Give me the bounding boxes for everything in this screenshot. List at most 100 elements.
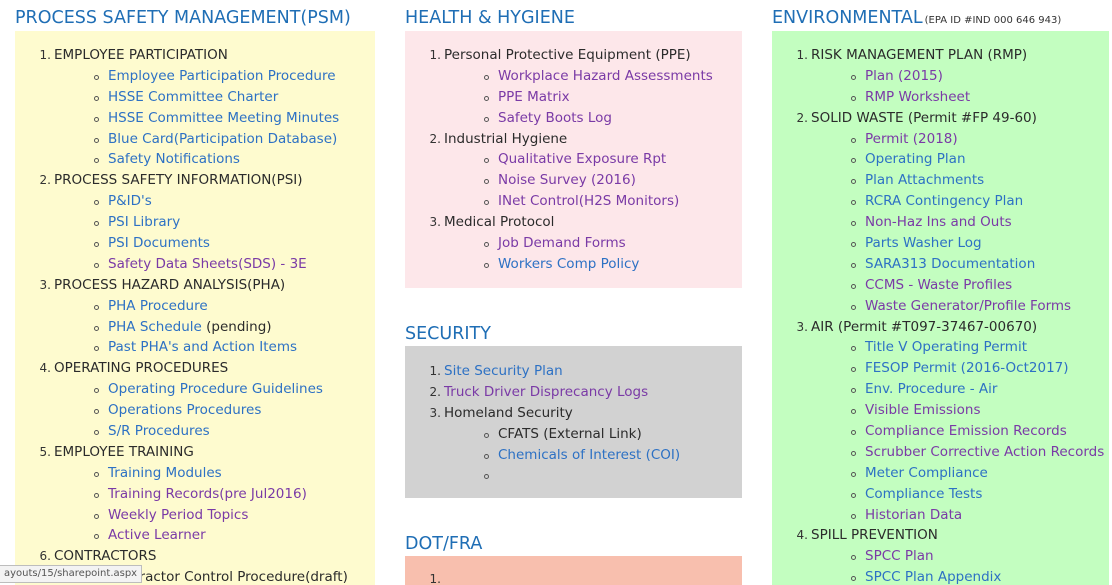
document-link[interactable]: PHA Schedule: [108, 318, 202, 335]
psm-item: 4. OPERATING PROCEDURES Operating Procedur…: [37, 358, 323, 442]
item-heading: Homeland Security: [444, 404, 573, 421]
psm-item: 1. EMPLOYEE PARTICIPATION Employee Partici…: [37, 45, 340, 170]
document-link[interactable]: SPCC Plan Appendix: [865, 569, 1002, 585]
sub-item-text: CFATS (External Link): [498, 424, 642, 445]
environmental-panel: 1. RISK MANAGEMENT PLAN (RMP) Plan (2015) R…: [772, 31, 1109, 585]
sub-item-text: Safety Notifications: [108, 149, 240, 170]
document-link[interactable]: Blue Card(Participation Database): [108, 130, 338, 147]
document-link[interactable]: Title V Operating Permit: [865, 339, 1028, 356]
document-link[interactable]: Operating Procedure Guidelines: [108, 381, 323, 398]
document-link[interactable]: Chemicals of Interest (COI): [498, 446, 681, 463]
document-link[interactable]: Safety Boots Log: [498, 109, 612, 126]
bullet-icon: [851, 262, 856, 268]
item-heading: EMPLOYEE TRAINING: [54, 443, 194, 460]
health-item-row: 2. Industrial Hygiene: [427, 129, 568, 150]
bullet-icon: [851, 200, 856, 206]
document-link[interactable]: P&ID's: [108, 193, 152, 210]
sub-item-text: Operating Procedure Guidelines: [108, 379, 323, 400]
item-number: 5.: [39, 444, 51, 459]
document-link[interactable]: CCMS - Waste Profiles: [865, 276, 1013, 293]
health-panel: 1. Personal Protective Equipment (PPE) Wor…: [405, 31, 742, 288]
security-list: 1. Site Security Plan 2. Truck Driver Dispr…: [427, 361, 680, 486]
sub-item-text: Env. Procedure - Air: [865, 379, 997, 400]
sub-item-text: Parts Washer Log: [865, 233, 982, 254]
document-link[interactable]: RMP Worksheet: [865, 88, 971, 105]
item-link[interactable]: Truck Driver Disprecancy Logs: [444, 383, 649, 400]
document-link[interactable]: Workplace Hazard Assessments: [498, 67, 713, 84]
document-link[interactable]: PHA Procedure: [108, 297, 208, 314]
bullet-icon: [851, 430, 856, 436]
document-link[interactable]: Scrubber Corrective Action Records: [865, 443, 1105, 460]
sub-item-text: Active Learner: [108, 525, 206, 546]
document-link[interactable]: Plan Attachments: [865, 172, 985, 189]
document-link[interactable]: Safety Data Sheets(SDS) - 3E: [108, 255, 307, 272]
item-number: 3.: [429, 215, 441, 230]
bullet-icon: [851, 283, 856, 289]
bullet-icon: [851, 74, 856, 80]
environmental-item-row: 4. SPILL PREVENTION: [794, 525, 938, 546]
document-link[interactable]: Qualitative Exposure Rpt: [498, 151, 667, 168]
environmental-item: 3. AIR (Permit #T097-37467-00670) Title V …: [794, 317, 1105, 526]
document-link[interactable]: HSSE Committee Charter: [108, 88, 279, 105]
item-number: 2.: [39, 173, 51, 188]
document-link[interactable]: Safety Notifications: [108, 151, 240, 168]
document-link[interactable]: SPCC Plan: [865, 548, 934, 565]
document-link[interactable]: PPE Matrix: [498, 88, 570, 105]
item-number: 1.: [39, 48, 51, 62]
item-link[interactable]: Site Security Plan: [444, 363, 563, 379]
document-link[interactable]: Job Demand Forms: [498, 235, 626, 252]
bullet-icon: [484, 262, 489, 268]
document-link[interactable]: S/R Procedures: [108, 423, 210, 440]
item-number: 3.: [39, 277, 51, 292]
document-link[interactable]: Non-Haz Ins and Outs: [865, 214, 1012, 231]
document-link[interactable]: Waste Generator/Profile Forms: [865, 297, 1072, 314]
document-link[interactable]: PSI Library: [108, 214, 181, 231]
sub-item-text: Permit (2018): [865, 129, 958, 150]
document-link[interactable]: INet Control(H2S Monitors): [498, 193, 680, 210]
document-link[interactable]: Env. Procedure - Air: [865, 381, 998, 398]
security-item-row: 1. Site Security Plan: [427, 361, 563, 382]
document-link[interactable]: HSSE Committee Meeting Minutes: [108, 109, 340, 126]
epa-id-subtitle: (EPA ID #IND 000 646 943): [924, 15, 1062, 26]
bullet-icon: [851, 95, 856, 101]
document-link[interactable]: PSI Documents: [108, 235, 210, 252]
item-number: 2.: [429, 131, 441, 146]
document-link[interactable]: RCRA Contingency Plan: [865, 193, 1024, 210]
document-link[interactable]: Operations Procedures: [108, 402, 262, 419]
document-link[interactable]: Parts Washer Log: [865, 235, 982, 252]
document-link[interactable]: Past PHA's and Action Items: [108, 339, 298, 356]
security-item: 2. Truck Driver Disprecancy Logs: [427, 382, 649, 403]
sub-item-text: Workplace Hazard Assessments: [498, 66, 713, 87]
environmental-list: 1. RISK MANAGEMENT PLAN (RMP) Plan (2015) R…: [794, 45, 1105, 585]
bullet-icon: [94, 430, 99, 436]
bullet-icon: [851, 450, 856, 456]
document-link[interactable]: Weekly Period Topics: [108, 506, 249, 523]
psm-item-row: 5. EMPLOYEE TRAINING: [37, 442, 194, 463]
document-link[interactable]: Compliance Tests: [865, 485, 983, 502]
document-link[interactable]: Workers Comp Policy: [498, 255, 640, 272]
bullet-icon: [94, 471, 99, 477]
bullet-icon: [94, 221, 99, 227]
document-link[interactable]: Training Records(pre Jul2016): [108, 485, 307, 502]
document-link[interactable]: Plan (2015): [865, 67, 943, 84]
bullet-icon: [851, 513, 856, 519]
document-link[interactable]: Compliance Emission Records: [865, 423, 1067, 440]
document-link[interactable]: Meter Compliance: [865, 464, 988, 481]
bullet-icon: [851, 346, 856, 352]
document-link[interactable]: FESOP Permit (2016-Oct2017): [865, 360, 1069, 377]
document-link[interactable]: Permit (2018): [865, 130, 958, 147]
document-link[interactable]: Training Modules: [108, 464, 222, 481]
document-link[interactable]: Operating Plan: [865, 151, 966, 168]
document-link[interactable]: Active Learner: [108, 527, 206, 544]
bullet-icon: [851, 137, 856, 143]
bullet-icon: [851, 304, 856, 310]
document-link[interactable]: Visible Emissions: [865, 402, 981, 419]
psm-item: 2. PROCESS SAFETY INFORMATION(PSI) P&ID's P…: [37, 170, 307, 274]
document-link[interactable]: SARA313 Documentation: [865, 255, 1036, 272]
environmental-title-text: ENVIRONMENTAL: [772, 8, 923, 28]
document-link[interactable]: Noise Survey (2016): [498, 172, 636, 189]
sub-item-text: Historian Data: [865, 505, 962, 526]
document-link[interactable]: Historian Data: [865, 506, 963, 523]
document-link[interactable]: Employee Participation Procedure: [108, 67, 336, 84]
sub-item-text: RMP Worksheet: [865, 87, 970, 108]
